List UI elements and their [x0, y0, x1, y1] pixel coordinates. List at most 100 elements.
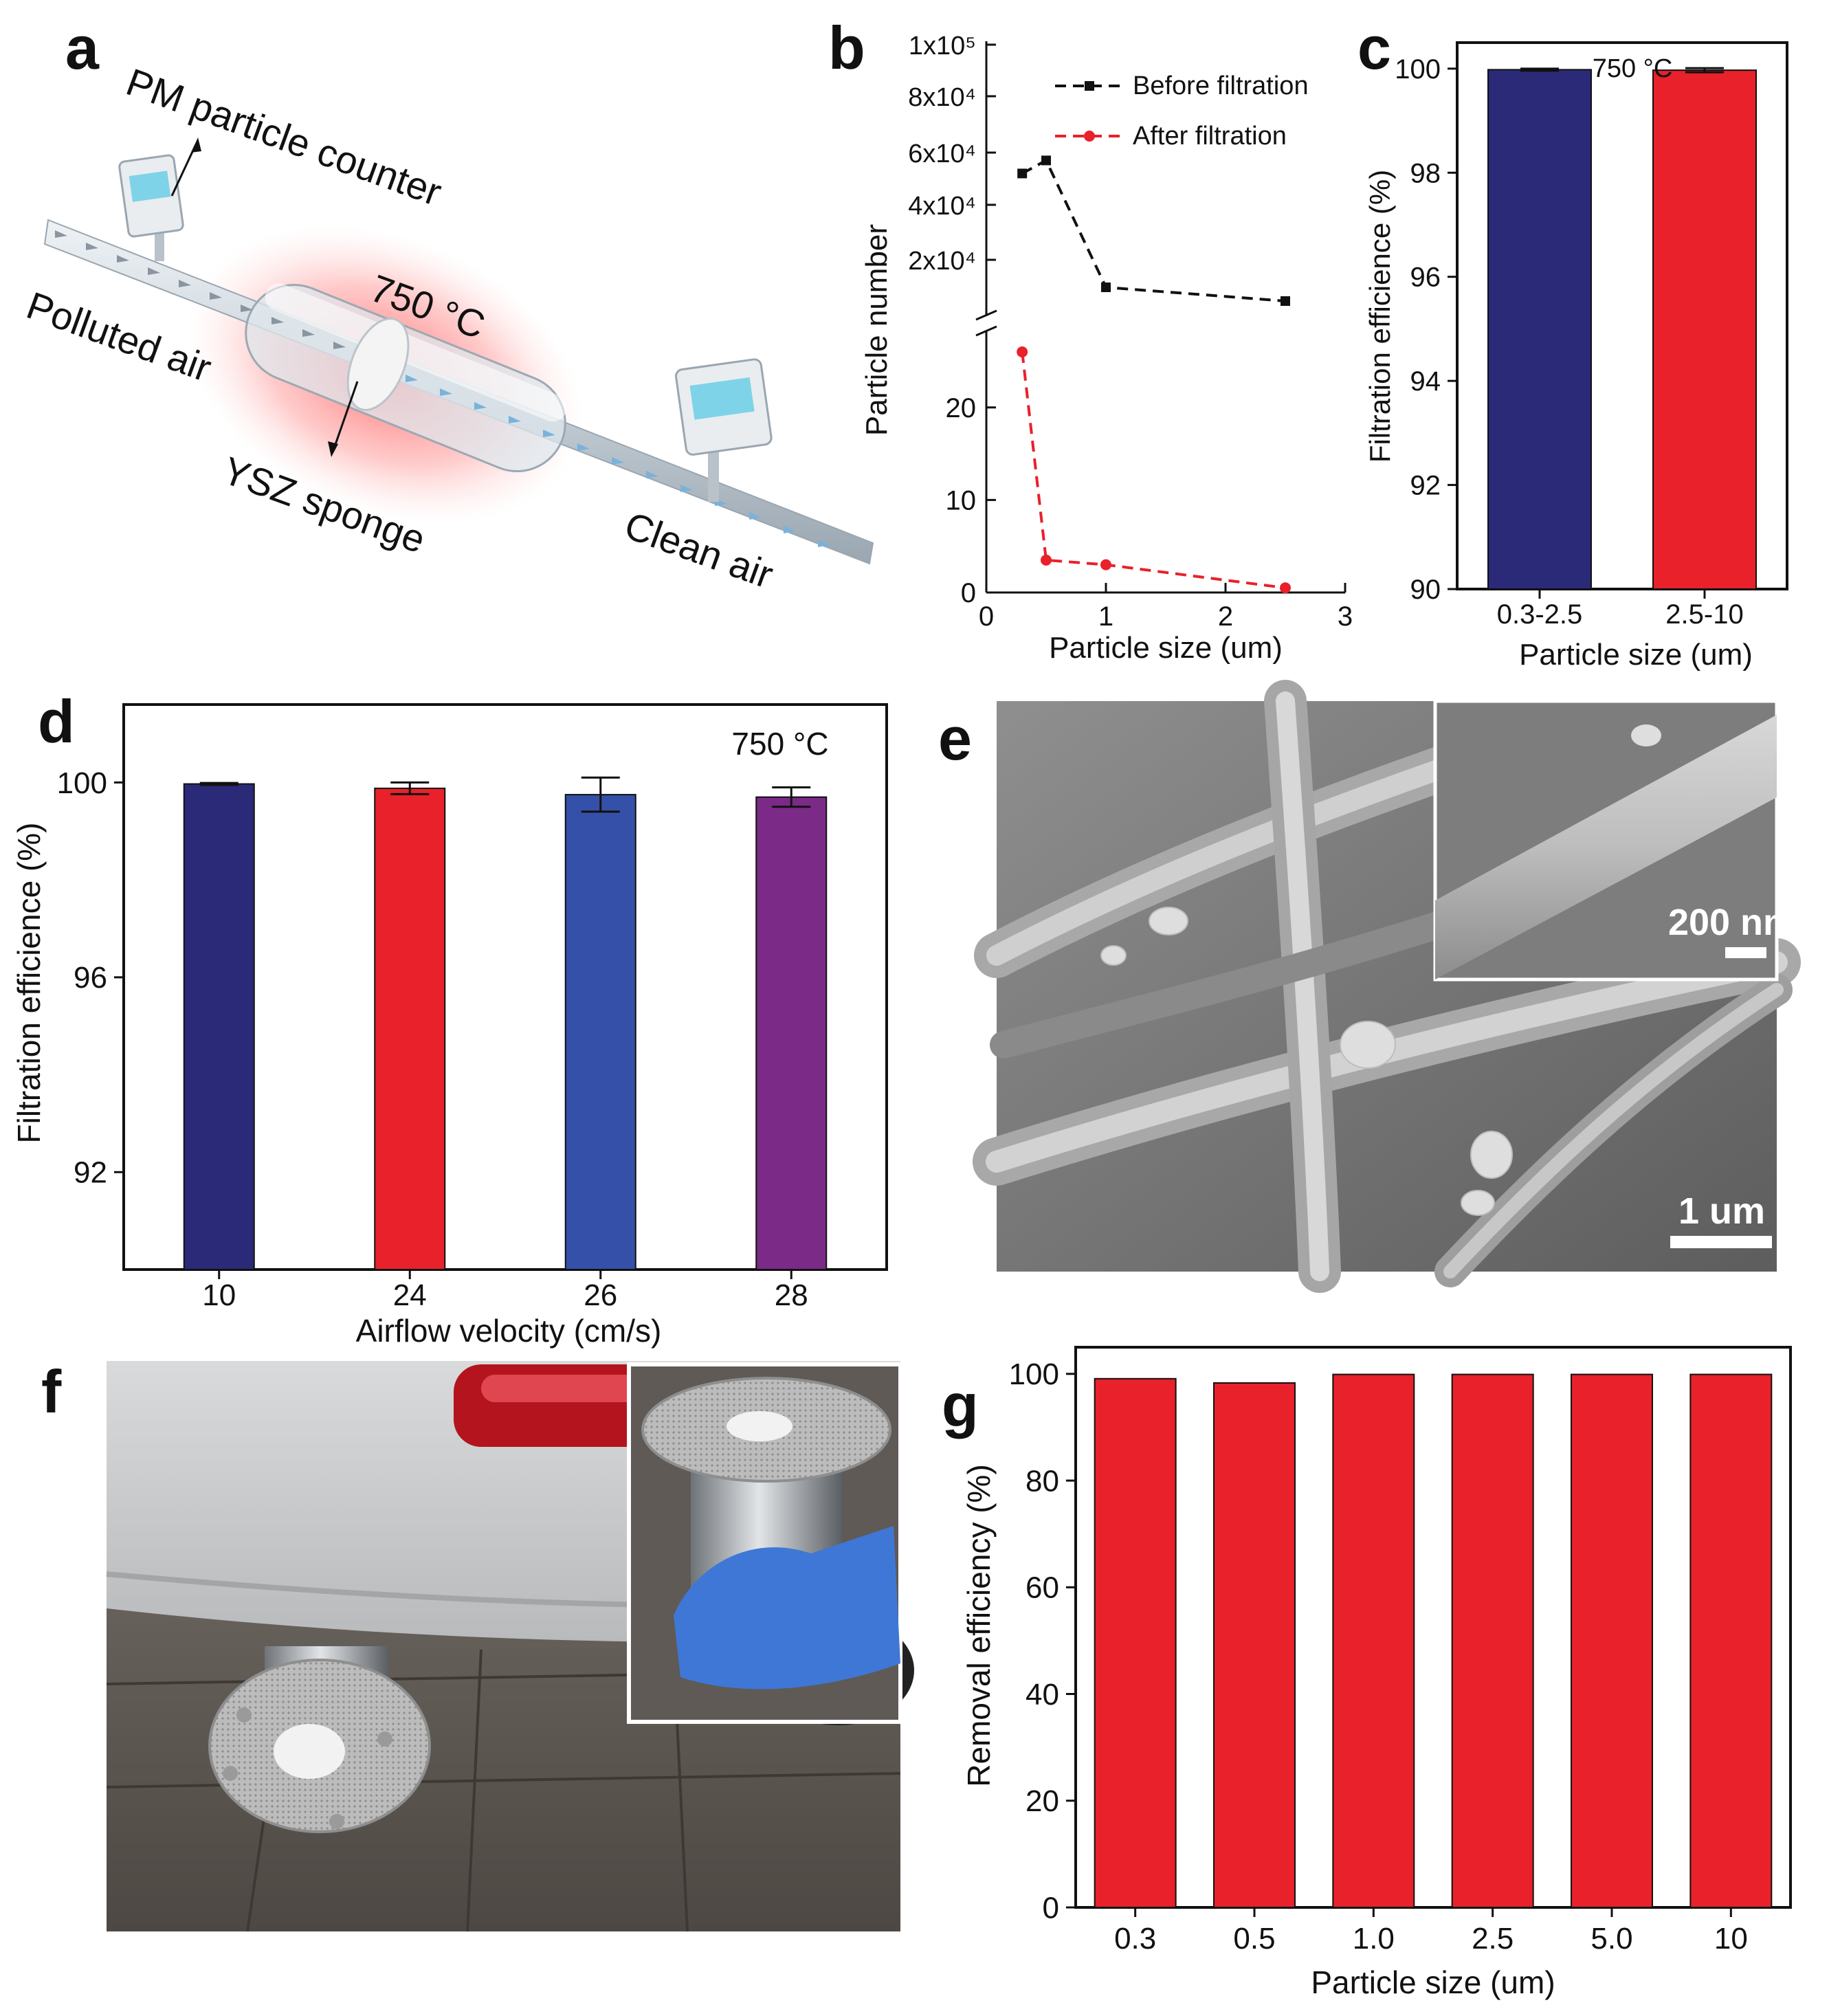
panel-f: f [41, 1358, 914, 1932]
d-annotation: 750 °C [731, 726, 828, 762]
c-bar [1487, 69, 1592, 590]
sem-fibers [973, 680, 1801, 1293]
g-x-tick-label: 10 [1714, 1922, 1748, 1956]
filter-device [208, 1646, 431, 1833]
g-y-tick-label: 0 [1043, 1891, 1059, 1925]
data-point-after [1017, 346, 1028, 357]
d-y-label: Filtration efficience (%) [11, 823, 47, 1144]
panel-c: c 90 92 94 96 98 100 0.3-2.5 2.5-10 750 °C Par… [1357, 14, 1788, 672]
c-y-ticks: 90 92 94 96 98 100 [1395, 54, 1457, 605]
data-point-after [1280, 582, 1291, 594]
counter-pointer-arrow [170, 144, 197, 197]
d-x-tick-label: 10 [202, 1278, 236, 1312]
d-x-ticks: 10 24 26 28 [202, 1270, 808, 1312]
c-y-label: Filtration efficience (%) [1364, 170, 1396, 463]
ysz-sponge-shape [346, 318, 410, 411]
b-y-tick-label-lower: 10 [946, 485, 977, 516]
counter-arrowhead [191, 137, 201, 153]
g-x-label: Particle size (um) [1311, 1964, 1555, 2000]
sem-particles [1100, 907, 1513, 1216]
sponge-pointer-arrow [332, 381, 359, 451]
inset-fiber [1435, 715, 1777, 979]
d-bar [564, 794, 636, 1270]
b-x-tick-label: 2 [1218, 601, 1233, 632]
g-x-ticks: 0.3 0.5 1.0 2.5 5.0 10 [1114, 1907, 1748, 1956]
c-frame [1456, 41, 1788, 590]
g-y-tick-label: 80 [1026, 1464, 1059, 1498]
legend-marker-before [1085, 81, 1094, 91]
b-y-tick-label-lower: 20 [946, 393, 977, 423]
scale-bar [1670, 1236, 1772, 1248]
inset-scale-bar [1725, 947, 1766, 958]
c-x-tick-label: 0.3-2.5 [1497, 599, 1583, 630]
b-axis-break-2 [975, 325, 997, 337]
panel-g: g 0 20 40 60 80 100 0.3 0.5 1.0 2.5 5.0 10 Particl… [942, 1346, 1792, 2000]
data-point-before [1041, 155, 1051, 166]
legend-text-after: After filtration [1133, 122, 1287, 151]
b-plot-area [1017, 155, 1291, 594]
b-y-tick-label-upper: 1x10⁵ [909, 32, 976, 60]
particle-counter-inlet [118, 154, 184, 261]
b-x-ticks: 0 1 2 3 [979, 583, 1353, 632]
g-y-label: Removal efficiency (%) [961, 1464, 997, 1787]
panel-label-d: d [38, 687, 75, 755]
d-bars [183, 776, 828, 1271]
series-line-after [1021, 351, 1286, 590]
data-point-before [1101, 283, 1111, 292]
data-point-after [1100, 559, 1111, 571]
data-point-after [1041, 554, 1052, 566]
g-frame [1074, 1346, 1792, 1909]
d-bar [183, 783, 255, 1270]
g-bar [1213, 1382, 1296, 1908]
b-y-tick-label-upper: 2x10⁴ [908, 247, 976, 276]
b-axis-break-1 [975, 309, 997, 321]
g-x-tick-label: 1.0 [1353, 1922, 1395, 1956]
c-y-tick-label: 94 [1410, 366, 1441, 397]
g-x-tick-label: 0.3 [1114, 1922, 1156, 1956]
b-y-tick-label-upper: 6x10⁴ [908, 140, 976, 168]
inset-scale-text: 200 nm [1668, 902, 1796, 943]
g-y-tick-label: 100 [1009, 1358, 1059, 1391]
c-x-tick-label: 2.5-10 [1665, 599, 1743, 630]
panel-d: d 92 96 100 10 24 26 28 750 °C Airflow veloci… [11, 687, 888, 1349]
c-bar [1652, 69, 1757, 590]
d-y-tick-label: 100 [57, 766, 107, 800]
b-y-label: Particle number [860, 224, 894, 436]
b-legend: Before filtration After filtration [1055, 71, 1309, 151]
g-y-tick-label: 20 [1026, 1784, 1059, 1818]
b-x-tick-label: 0 [979, 601, 994, 632]
clean-flow-arrows [406, 375, 830, 547]
panel-e: e 200 nm 1 um [938, 680, 1801, 1293]
panel-label-c: c [1357, 14, 1391, 82]
g-bar [1332, 1373, 1415, 1908]
c-bars [1487, 67, 1757, 590]
particle-counter-outlet [675, 358, 773, 502]
g-x-tick-label: 5.0 [1590, 1922, 1632, 1956]
series-line-before [1021, 158, 1286, 302]
b-y-tick-label-upper: 4x10⁴ [908, 192, 976, 221]
d-x-tick-label: 26 [584, 1278, 617, 1312]
b-x-label: Particle size (um) [1049, 631, 1283, 665]
b-y-ticks: 1x10⁵ 8x10⁴ 6x10⁴ 4x10⁴ 2x10⁴ 0 10 20 [908, 32, 996, 608]
g-bars [1094, 1373, 1773, 1909]
g-y-ticks: 0 20 40 60 80 100 [1009, 1358, 1076, 1925]
data-point-before [1017, 168, 1028, 179]
panel-label-b: b [828, 14, 865, 82]
c-annotation: 750 °C [1593, 54, 1673, 83]
d-x-tick-label: 24 [393, 1278, 427, 1312]
d-x-tick-label: 28 [775, 1278, 808, 1312]
g-bar [1571, 1373, 1653, 1908]
c-y-tick-label: 92 [1410, 471, 1441, 501]
g-x-tick-label: 2.5 [1472, 1922, 1514, 1956]
d-y-tick-label: 92 [74, 1156, 107, 1190]
c-y-tick-label: 100 [1395, 54, 1441, 85]
g-bar [1689, 1373, 1773, 1908]
g-y-tick-label: 40 [1026, 1678, 1059, 1712]
panel-label-e: e [938, 705, 972, 773]
c-y-tick-label: 96 [1410, 263, 1441, 293]
b-y-tick-label-upper: 8x10⁴ [908, 83, 976, 112]
b-x-tick-label: 1 [1098, 601, 1113, 632]
c-y-tick-label: 98 [1410, 158, 1441, 188]
c-x-label: Particle size (um) [1519, 638, 1753, 672]
